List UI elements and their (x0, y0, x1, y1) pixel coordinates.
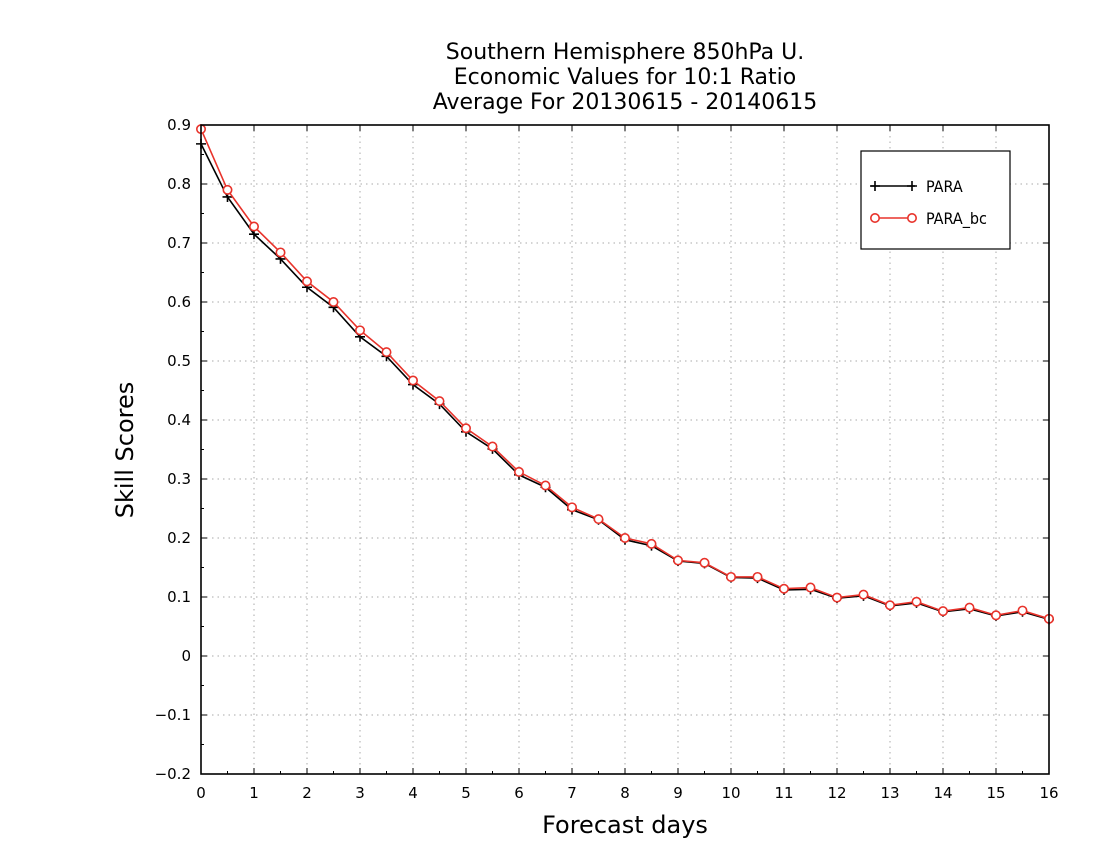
y-tick-label: 0.4 (167, 411, 191, 429)
y-tick-label: 0.6 (167, 293, 191, 311)
y-tick-label: 0.9 (167, 116, 191, 134)
data-point (752, 571, 763, 582)
chart-title-line-3: Average For 20130615 - 20140615 (433, 90, 818, 115)
x-tick-label: 8 (620, 784, 630, 802)
y-axis-title: Skill Scores (111, 382, 139, 519)
x-tick-label: 5 (461, 784, 471, 802)
data-point (911, 596, 922, 607)
data-point (328, 296, 339, 307)
chart-title-line-2: Economic Values for 10:1 Ratio (454, 65, 796, 90)
data-point (1017, 605, 1028, 616)
data-point (381, 347, 392, 358)
x-tick-label: 0 (196, 784, 206, 802)
x-tick-label: 16 (1039, 784, 1058, 802)
x-axis-title: Forecast days (542, 811, 708, 839)
x-tick-label: 15 (986, 784, 1005, 802)
y-tick-label: 0.5 (167, 352, 191, 370)
legend-item-para: PARA (870, 177, 963, 196)
data-point (964, 602, 975, 613)
legend-label: PARA (926, 177, 963, 196)
legend-item-para-bc: PARA_bc (869, 209, 987, 229)
y-tick-label: 0.1 (167, 588, 191, 606)
chart-title: Southern Hemisphere 850hPa U. Economic V… (433, 40, 818, 115)
x-tick-label: 13 (880, 784, 899, 802)
legend-box (860, 150, 1011, 250)
data-point (805, 582, 816, 593)
y-tick-label: 0.7 (167, 234, 191, 252)
data-point (593, 514, 604, 525)
y-axis-ticks: −0.2 −0.1 0 0.1 0.2 0.3 0.4 0.5 0.6 0.7 0.8 0.9 (155, 116, 1049, 783)
data-point (540, 480, 551, 491)
x-tick-label: 14 (933, 784, 952, 802)
data-point (275, 247, 286, 258)
x-tick-label: 1 (249, 784, 259, 802)
x-tick-label: 2 (302, 784, 312, 802)
data-point (725, 571, 736, 582)
x-tick-label: 9 (673, 784, 683, 802)
data-point (487, 441, 498, 452)
data-point (699, 557, 710, 568)
data-point (460, 423, 471, 434)
chart-title-line-1: Southern Hemisphere 850hPa U. (446, 40, 804, 65)
legend-marker (906, 213, 917, 224)
data-point (672, 555, 683, 566)
data-point (646, 538, 657, 549)
y-tick-label: −0.2 (155, 765, 191, 783)
data-point (831, 592, 842, 603)
y-tick-label: 0 (181, 647, 191, 665)
data-point (222, 184, 233, 195)
data-point (301, 276, 312, 287)
x-tick-label: 12 (827, 784, 846, 802)
data-point (884, 600, 895, 611)
data-point (513, 466, 524, 477)
y-tick-label: 0.2 (167, 529, 191, 547)
plot-frame (200, 124, 1050, 775)
x-tick-label: 3 (355, 784, 365, 802)
x-tick-label: 6 (514, 784, 524, 802)
data-point (249, 221, 260, 232)
data-point (937, 606, 948, 617)
data-point (566, 502, 577, 513)
legend: PARA PARA_bc (860, 150, 1011, 250)
legend-marker (869, 213, 880, 224)
data-point (990, 610, 1001, 621)
x-tick-label: 10 (721, 784, 740, 802)
data-point (354, 325, 365, 336)
y-tick-label: 0.3 (167, 470, 191, 488)
x-tick-label: 7 (567, 784, 577, 802)
data-point (619, 532, 630, 543)
x-axis-ticks: 0 1 2 3 4 5 6 7 8 9 10 11 12 13 14 15 16 (196, 125, 1059, 802)
data-point (434, 396, 445, 407)
legend-marker (907, 181, 917, 191)
data-point (407, 375, 418, 386)
x-tick-label: 4 (408, 784, 418, 802)
legend-marker (870, 181, 880, 191)
y-tick-label: −0.1 (155, 706, 191, 724)
data-point (858, 589, 869, 600)
x-tick-label: 11 (774, 784, 793, 802)
y-tick-label: 0.8 (167, 175, 191, 193)
legend-label: PARA_bc (926, 209, 987, 229)
data-point (778, 583, 789, 594)
